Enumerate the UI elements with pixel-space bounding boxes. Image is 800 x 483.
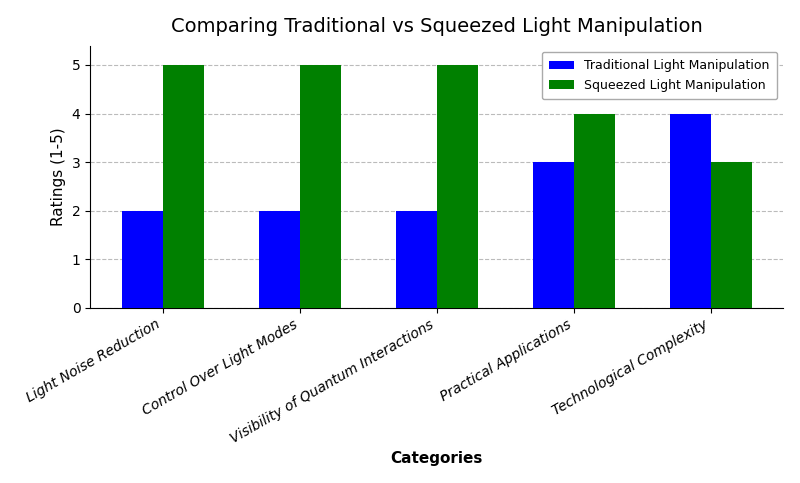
Bar xyxy=(670,114,710,308)
Bar xyxy=(710,162,752,308)
Bar xyxy=(396,211,437,308)
Bar xyxy=(258,211,300,308)
Bar xyxy=(533,162,574,308)
Bar xyxy=(437,65,478,308)
Bar xyxy=(300,65,341,308)
X-axis label: Categories: Categories xyxy=(390,451,483,466)
Legend: Traditional Light Manipulation, Squeezed Light Manipulation: Traditional Light Manipulation, Squeezed… xyxy=(542,52,777,99)
Bar xyxy=(162,65,204,308)
Bar xyxy=(122,211,162,308)
Title: Comparing Traditional vs Squeezed Light Manipulation: Comparing Traditional vs Squeezed Light … xyxy=(171,17,702,36)
Bar xyxy=(574,114,615,308)
Y-axis label: Ratings (1-5): Ratings (1-5) xyxy=(51,128,66,226)
